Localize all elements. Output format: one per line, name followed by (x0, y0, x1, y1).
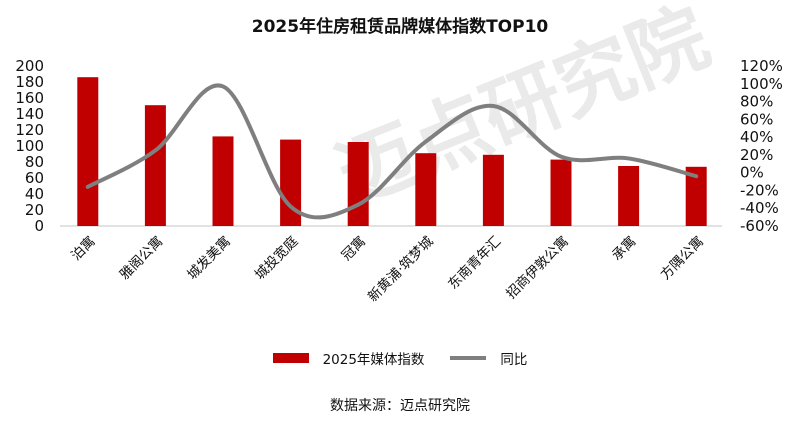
legend-bar-swatch (272, 353, 309, 363)
right-tick-label: 80% (740, 93, 773, 111)
left-tick-label: 200 (15, 57, 44, 75)
category-label: 雅阁公寓 (116, 233, 166, 283)
left-tick-label: 120 (15, 121, 44, 139)
right-tick-label: 40% (740, 128, 773, 146)
watermark: 迈点研究院 (326, 0, 721, 222)
right-tick-label: 0% (740, 164, 764, 182)
category-label: 东南青年汇 (445, 234, 504, 293)
left-tick-label: 20 (25, 201, 44, 219)
category-label: 泊寓 (68, 233, 99, 264)
left-tick-label: 60 (25, 169, 44, 187)
bar-方隅公寓 (685, 166, 707, 226)
legend: 2025年媒体指数 同比 (0, 348, 800, 368)
source-note: 数据来源：迈点研究院 (330, 398, 470, 414)
bar-新黄浦·筑梦城 (415, 153, 437, 226)
legend-line-label: 同比 (500, 352, 528, 368)
bar-冠寓 (347, 142, 369, 226)
right-tick-label: -40% (740, 199, 779, 217)
right-tick-label: 20% (740, 146, 773, 164)
left-tick-label: 180 (15, 73, 44, 91)
left-tick-label: 0 (34, 217, 44, 235)
chart-title: 2025年住房租赁品牌媒体指数TOP10 (251, 17, 549, 37)
category-label: 冠寓 (338, 233, 369, 264)
bar-城发美寓 (212, 136, 234, 226)
right-tick-label: 100% (740, 75, 783, 93)
yoy-line (85, 83, 699, 220)
category-label: 城发美寓 (184, 233, 234, 283)
category-label: 招商伊敦公寓 (503, 233, 572, 302)
left-tick-label: 140 (15, 105, 44, 123)
category-label: 方隅公寓 (657, 233, 707, 283)
left-tick-label: 160 (15, 89, 44, 107)
bar-承寓 (618, 166, 640, 226)
right-tick-label: -20% (740, 181, 779, 199)
bar-东南青年汇 (482, 154, 504, 226)
left-tick-label: 80 (25, 153, 44, 171)
category-label: 城投宽庭 (251, 232, 302, 283)
bar-泊寓 (77, 77, 99, 226)
legend-bar-label: 2025年媒体指数 (322, 352, 425, 368)
bar-雅阁公寓 (144, 105, 166, 226)
legend-line-swatch (450, 356, 487, 360)
left-tick-label: 40 (25, 185, 44, 203)
category-label: 承寓 (608, 233, 639, 264)
right-tick-label: 120% (740, 57, 783, 75)
left-tick-label: 100 (15, 137, 44, 155)
right-tick-label: 60% (740, 110, 773, 128)
bar-城投宽庭 (280, 139, 302, 226)
category-label: 新黄浦·筑梦城 (365, 233, 437, 305)
bar-招商伊敦公寓 (550, 159, 572, 226)
right-tick-label: -60% (740, 217, 779, 235)
